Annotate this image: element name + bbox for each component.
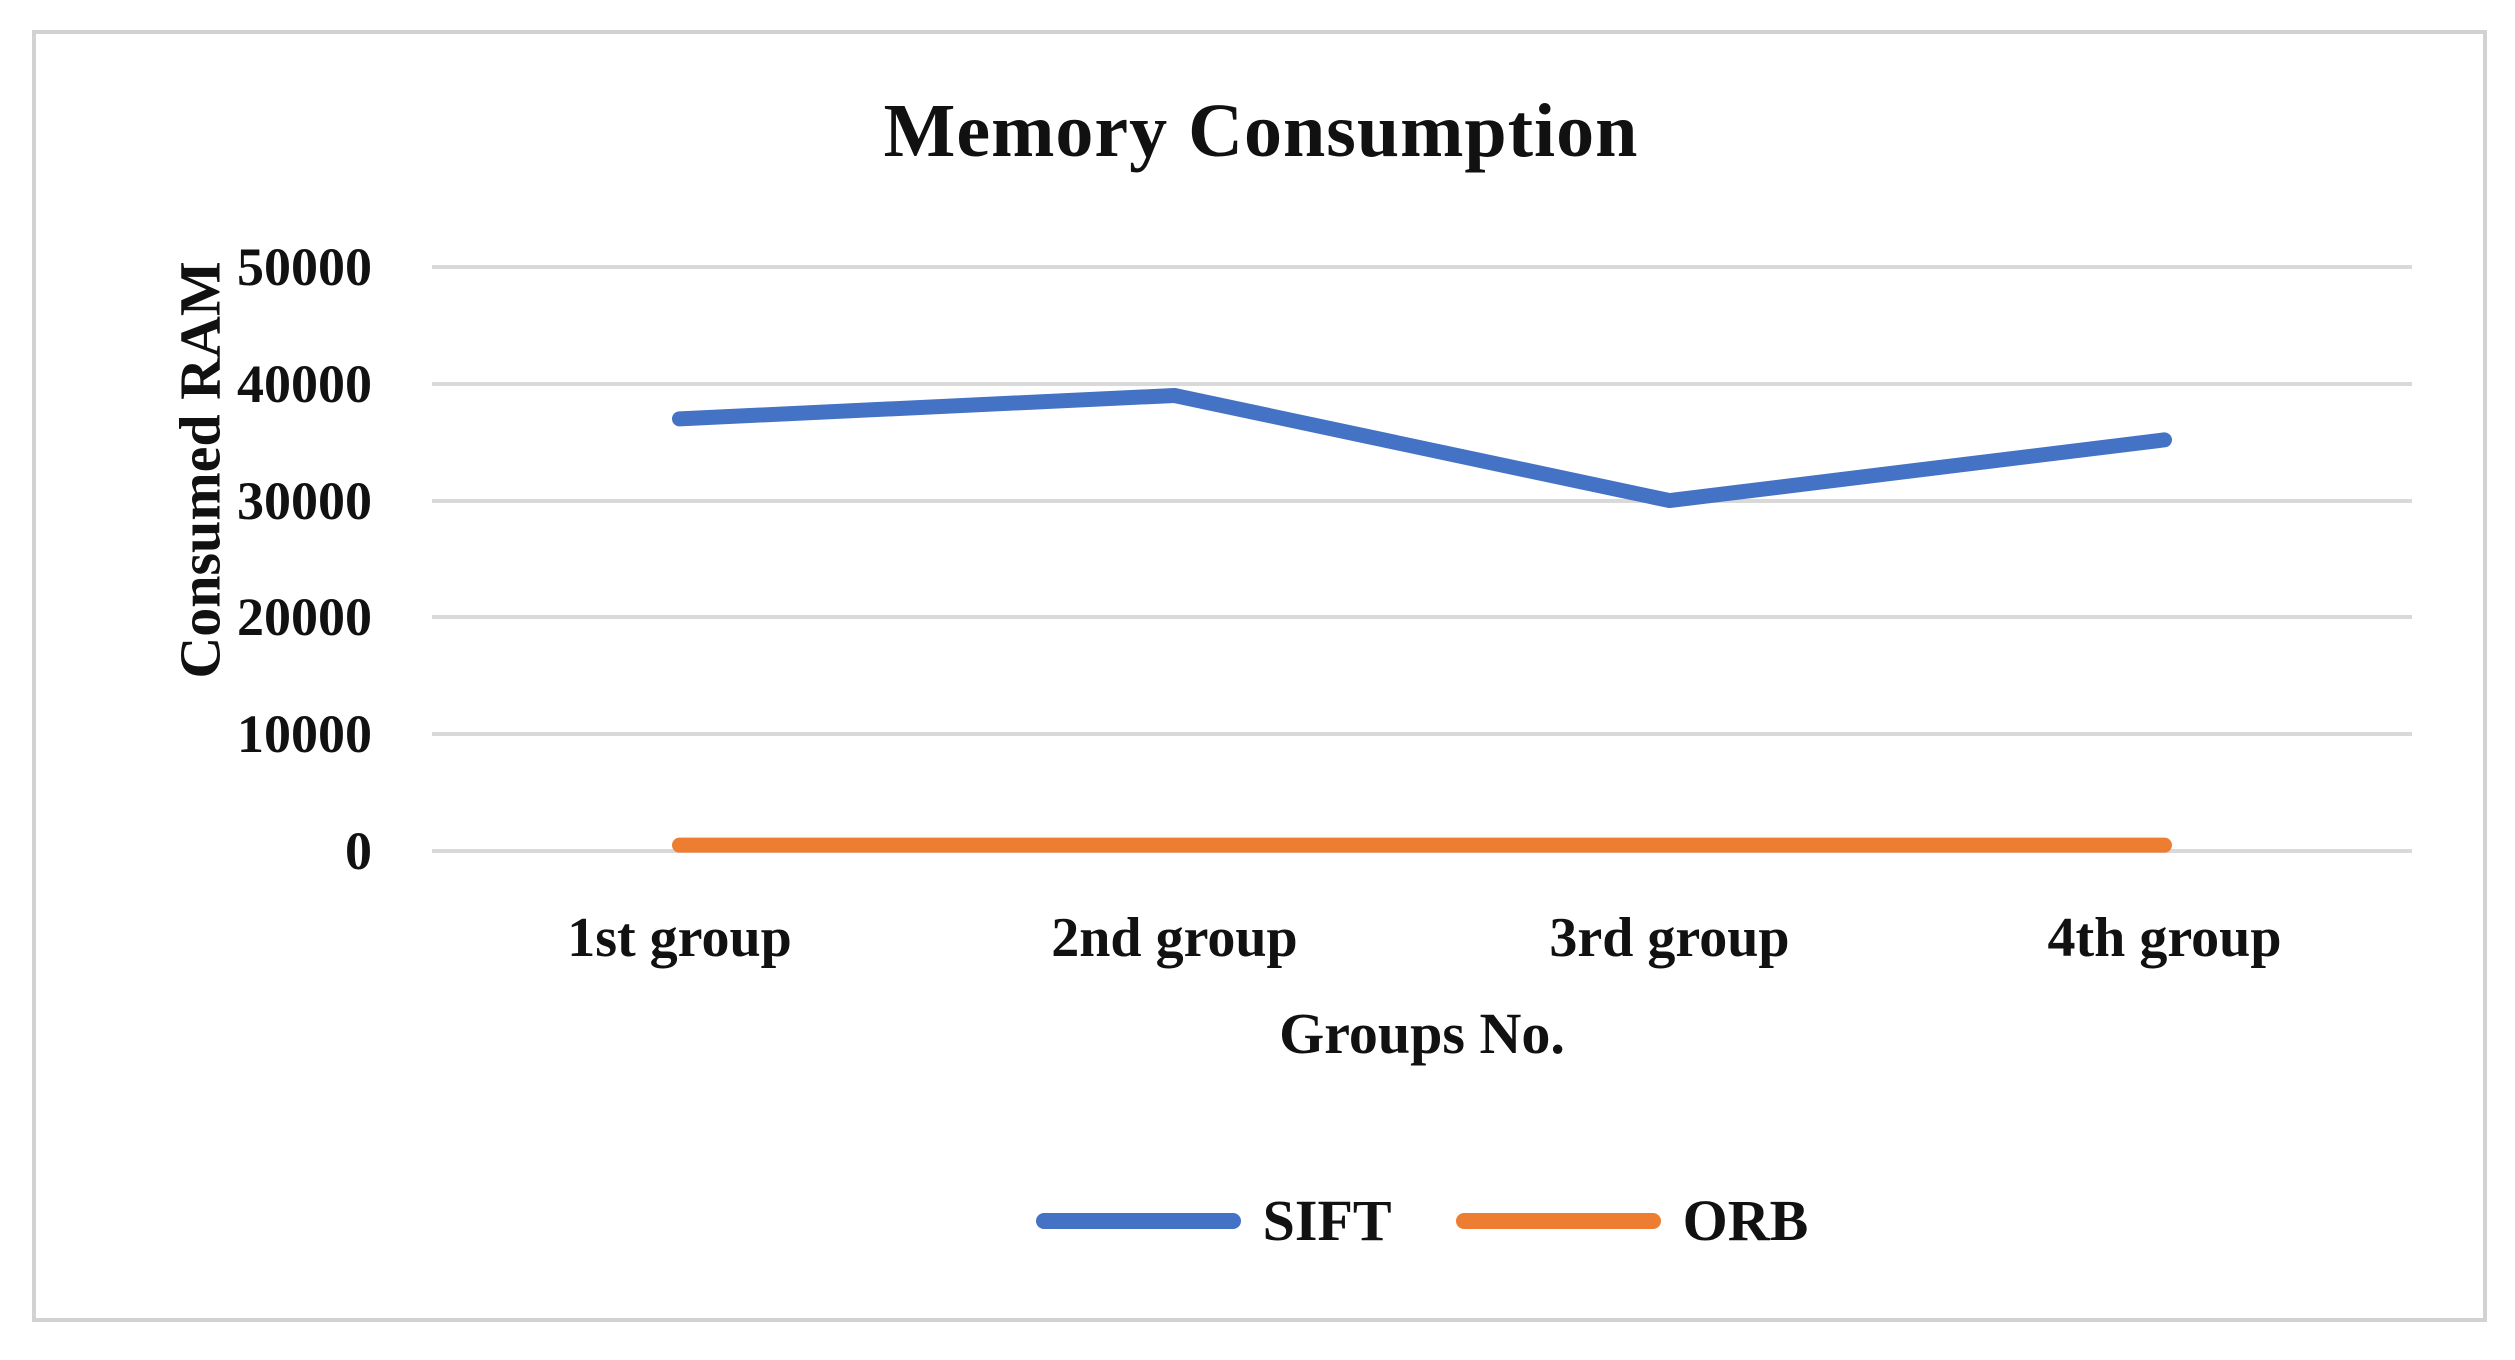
y-tick-label: 0 [345, 821, 372, 881]
legend-item-orb: ORB [1455, 1188, 1809, 1253]
gridline [432, 615, 2412, 620]
gridline [432, 381, 2412, 386]
figure-border [32, 30, 2487, 1322]
y-tick-label: 40000 [237, 353, 372, 414]
y-tick-label: 50000 [237, 237, 372, 297]
chart-title: Memory Consumption [883, 89, 1639, 173]
y-tick-label: 20000 [237, 587, 372, 648]
legend-label: ORB [1682, 1188, 1809, 1253]
series-line-sift [672, 387, 2172, 509]
legend: SIFT ORB [432, 1186, 2412, 1256]
x-axis-title: Groups No. [1279, 1001, 1565, 1066]
x-category-label: 3rd group [1549, 907, 1790, 969]
legend-label: SIFT [1262, 1188, 1392, 1253]
y-tick-label: 10000 [237, 704, 372, 765]
x-category-label: 4th group [2047, 907, 2282, 969]
legend-item-sift: SIFT [1035, 1188, 1392, 1253]
x-category-label: 2nd group [1051, 907, 1298, 969]
legend-swatch-orb [1455, 1213, 1661, 1229]
gridline [432, 265, 2412, 269]
legend-swatch-sift [1035, 1213, 1241, 1229]
gridline [432, 498, 2412, 503]
gridline [432, 732, 2412, 737]
y-tick-label: 30000 [237, 470, 372, 531]
x-category-label: 1st group [567, 907, 792, 969]
